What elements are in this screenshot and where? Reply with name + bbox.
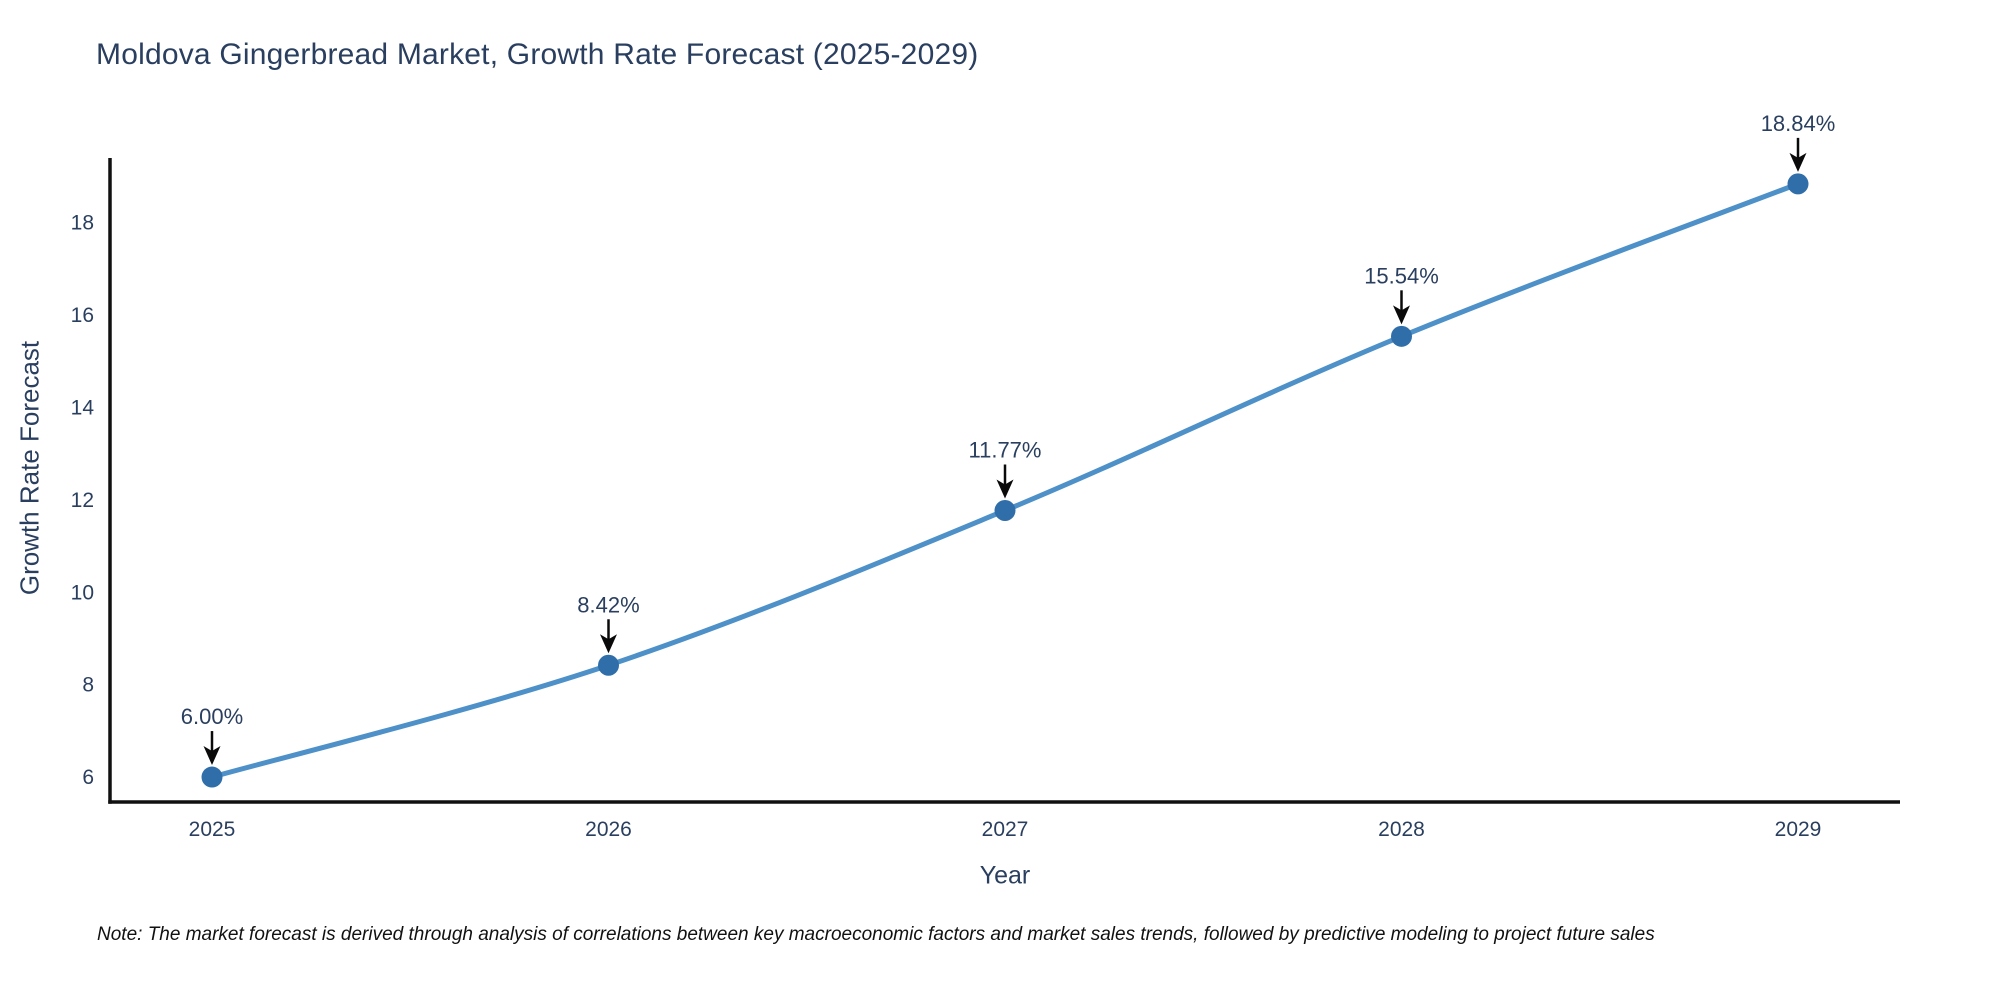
y-tick-label: 12 (71, 489, 94, 512)
annotation-arrowhead (996, 479, 1014, 499)
annotation-arrowhead (1789, 152, 1807, 172)
data-point-marker (1787, 173, 1809, 195)
y-tick-label: 14 (71, 396, 95, 419)
annotation-arrowhead (1393, 305, 1410, 325)
annotation-arrowhead (600, 634, 617, 654)
x-tick-label: 2026 (585, 818, 632, 841)
data-point-marker (1391, 325, 1412, 347)
y-tick-label: 18 (71, 212, 94, 235)
y-tick-label: 16 (71, 304, 94, 327)
point-value-label: 18.84% (1761, 111, 1836, 136)
point-value-label: 8.42% (577, 592, 639, 617)
data-point-marker (994, 499, 1016, 521)
x-tick-label: 2029 (1775, 818, 1822, 841)
point-value-label: 11.77% (969, 437, 1042, 462)
chart-title: Moldova Gingerbread Market, Growth Rate … (96, 38, 979, 71)
x-axis-title: Year (979, 861, 1031, 890)
data-point-marker (598, 654, 619, 676)
footnote: Note: The market forecast is derived thr… (97, 924, 1655, 945)
data-point-marker (201, 766, 223, 788)
point-value-label: 6.00% (181, 704, 243, 729)
y-tick-label: 10 (71, 581, 94, 604)
x-tick-label: 2025 (189, 818, 236, 841)
x-tick-label: 2027 (982, 818, 1029, 841)
y-tick-label: 8 (82, 674, 94, 697)
y-tick-label: 6 (82, 766, 94, 789)
x-tick-label: 2028 (1378, 818, 1425, 841)
point-value-label: 15.54% (1364, 263, 1439, 288)
annotation-arrowhead (203, 746, 221, 766)
